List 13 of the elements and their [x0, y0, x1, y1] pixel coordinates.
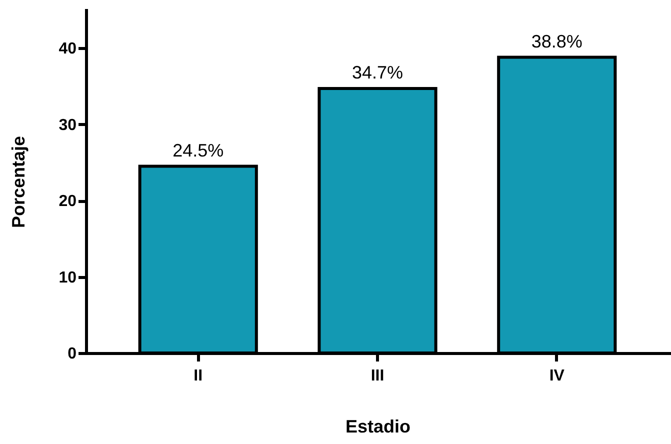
data-label: 24.5% — [172, 140, 224, 160]
y-tick-label: 20 — [58, 193, 77, 210]
x-axis-title: Estadio — [345, 416, 411, 436]
y-tick-label: 30 — [58, 116, 77, 134]
y-tick-label: 40 — [58, 40, 77, 58]
data-label: 34.7% — [352, 62, 404, 83]
x-tick-label: IV — [549, 368, 565, 384]
x-tick-label: III — [370, 368, 384, 384]
y-tick-label: 10 — [58, 269, 77, 286]
data-label: 38.8% — [531, 31, 582, 52]
x-tick-label: II — [194, 368, 203, 384]
y-axis-title: Porcentaje — [8, 136, 29, 228]
y-tick-label: 0 — [68, 346, 77, 362]
